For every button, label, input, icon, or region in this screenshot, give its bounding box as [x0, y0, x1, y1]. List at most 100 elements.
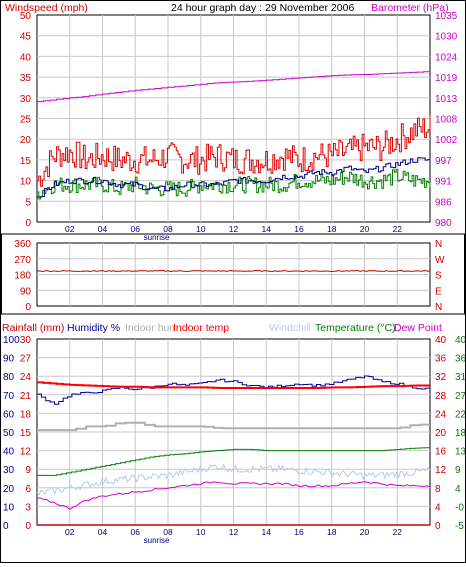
- x-tick-label: 12: [229, 224, 239, 234]
- temperature-right-tick-label: 40: [455, 335, 465, 346]
- y-right-tick-label: W: [435, 255, 445, 266]
- windchill-series: [36, 463, 431, 496]
- humidity-legend: Humidity %: [67, 322, 120, 334]
- y-right-tick-label: 1024: [435, 52, 458, 63]
- y-right-tick-label: 986: [435, 197, 452, 208]
- y-right-tick-label: S: [435, 271, 442, 282]
- y-right-tick-label: 32: [435, 372, 447, 383]
- y-right-tick-label: 28: [435, 391, 447, 402]
- humidity-tick-label: 70: [3, 391, 15, 402]
- y-tick-label: 35: [20, 73, 32, 84]
- y-tick-label: 30: [20, 94, 32, 105]
- humidity-series: [37, 375, 431, 405]
- x-tick-label: 14: [262, 527, 272, 537]
- x-tick-label: 06: [131, 527, 141, 537]
- humidity-tick-label: 50: [3, 428, 15, 439]
- y-right-tick-label: E: [435, 286, 442, 297]
- y-right-tick-label: 36: [435, 354, 447, 365]
- humidity-tick-label: 0: [3, 521, 9, 532]
- y-right-tick-label: 20: [435, 428, 447, 439]
- y-right-tick-label: 12: [435, 465, 447, 476]
- y-tick-label: 180: [14, 271, 31, 282]
- y-tick-label: 5: [25, 197, 31, 208]
- temperature-right-tick-label: -5: [455, 521, 464, 532]
- indoor-temp-series: [37, 381, 430, 389]
- x-tick-label: 18: [327, 527, 337, 537]
- temperature-right-tick-label: 4: [455, 484, 461, 495]
- x-tick-label: 18: [327, 224, 337, 234]
- y-right-tick-label: 1008: [435, 115, 458, 126]
- y-tick-label: 270: [14, 255, 31, 266]
- humidity-tick-label: 30: [3, 465, 15, 476]
- windchill-legend: Windchill: [269, 322, 311, 334]
- indoor-temp-legend: Indoor temp: [173, 322, 229, 334]
- x-tick-label: 02: [65, 224, 75, 234]
- y-tick-label: 90: [20, 286, 32, 297]
- wind-direction-series: [36, 269, 431, 273]
- x-tick-label: 16: [294, 527, 304, 537]
- temperature-right-tick-label: 18: [455, 428, 465, 439]
- temperature-right-tick-label: 9: [455, 465, 461, 476]
- y-tick-label: 50: [20, 11, 32, 22]
- direction-panel-frame: [1, 233, 465, 315]
- y-tick-label: 9: [25, 465, 31, 476]
- y-tick-label: 15: [20, 156, 32, 167]
- windspeed-label: Windspeed (mph): [5, 2, 88, 14]
- barometer-series: [37, 71, 431, 103]
- y-tick-label: 6: [25, 484, 31, 495]
- y-tick-label: 3: [25, 502, 31, 513]
- x-tick-label: 22: [393, 527, 403, 537]
- dew-point-series: [36, 481, 431, 510]
- x-tick-label: 08: [163, 224, 173, 234]
- x-tick-label: 16: [294, 224, 304, 234]
- temperature-right-tick-label: -0: [455, 502, 464, 513]
- y-right-tick-label: 0: [435, 521, 441, 532]
- x-tick-label: 10: [196, 527, 206, 537]
- y-right-tick-label: 4: [435, 502, 441, 513]
- y-right-tick-label: 1002: [435, 135, 458, 146]
- humidity-tick-label: 100: [3, 335, 20, 346]
- temperature-right-tick-label: 36: [455, 354, 465, 365]
- x-tick-label: 06: [131, 224, 141, 234]
- y-right-tick-label: N: [435, 239, 442, 250]
- y-right-tick-label: 1035: [435, 11, 458, 22]
- temperature-right-tick-label: 22: [455, 409, 465, 420]
- y-tick-label: 20: [20, 135, 32, 146]
- x-tick-label: 08: [163, 527, 173, 537]
- humidity-tick-label: 80: [3, 372, 15, 383]
- y-tick-label: 0: [25, 521, 31, 532]
- y-tick-label: 45: [20, 32, 32, 43]
- temperature-series: [37, 447, 431, 476]
- humidity-tick-label: 90: [3, 354, 15, 365]
- wind-avg2-series: [37, 157, 431, 198]
- wind-avg-series: [37, 169, 431, 200]
- y-tick-label: 15: [20, 428, 32, 439]
- y-tick-label: 10: [20, 177, 32, 188]
- x-tick-label: 04: [98, 224, 108, 234]
- y-right-tick-label: 40: [435, 335, 447, 346]
- y-tick-label: 18: [20, 409, 32, 420]
- y-right-tick-label: 8: [435, 484, 441, 495]
- x-tick-label: 04: [98, 527, 108, 537]
- indoor-hum-series: [37, 421, 430, 432]
- graph-title: 24 hour graph day : 29 November 2006: [171, 2, 354, 14]
- temperature-right-tick-label: 27: [455, 391, 465, 402]
- y-right-tick-label: 24: [435, 409, 447, 420]
- humidity-tick-label: 40: [3, 447, 15, 458]
- y-tick-label: 24: [20, 372, 32, 383]
- y-right-tick-label: 1019: [435, 73, 458, 84]
- y-tick-label: 360: [14, 239, 31, 250]
- y-right-tick-label: 980: [435, 218, 452, 229]
- y-right-tick-label: 1030: [435, 32, 458, 43]
- x-tick-label: 14: [262, 224, 272, 234]
- x-tick-label: 22: [393, 224, 403, 234]
- humidity-tick-label: 20: [3, 484, 15, 495]
- y-right-tick-label: 991: [435, 177, 452, 188]
- y-tick-label: 27: [20, 354, 32, 365]
- indoor-hum-legend: Indoor hum: [125, 322, 178, 334]
- temperature-right-tick-label: 31: [455, 372, 465, 383]
- y-tick-label: 25: [20, 115, 32, 126]
- sunrise-label: sunrise: [144, 233, 170, 242]
